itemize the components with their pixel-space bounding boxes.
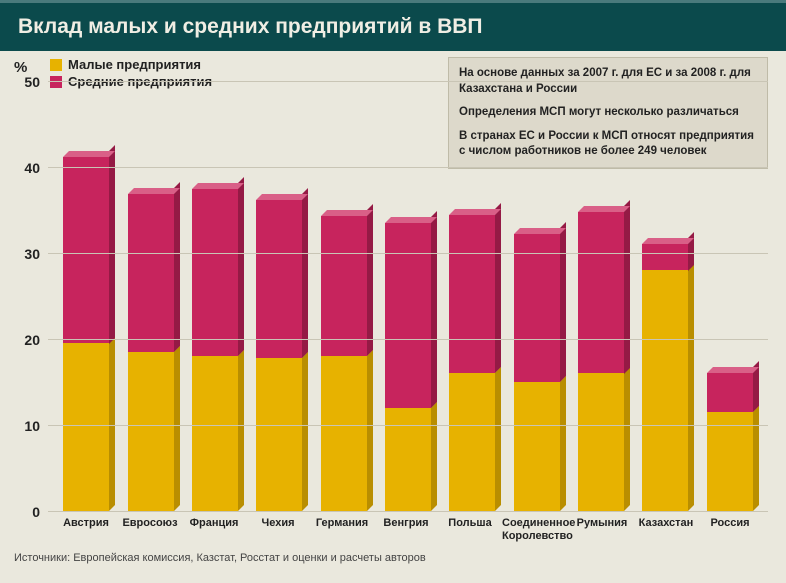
bar [385,223,431,511]
gridline: 40 [48,167,768,168]
gridline: 0 [48,511,768,512]
gridline: 30 [48,253,768,254]
bar [321,216,367,511]
bar [256,200,302,511]
x-label: Германия [310,517,374,542]
x-label: Чехия [246,517,310,542]
bar [63,157,109,511]
bar-segment-medium [128,194,174,352]
y-tick-label: 40 [18,160,48,176]
x-label: Россия [698,517,762,542]
y-tick-label: 30 [18,246,48,262]
bar-segment-medium [321,216,367,356]
y-tick-label: 0 [18,504,48,520]
gridline: 20 [48,339,768,340]
bar-segment-small [128,352,174,511]
bar-segment-small [321,356,367,511]
x-label: Соединенное Королевство [502,517,570,542]
bar-segment-medium [192,189,238,356]
plot-area: 0 10 20 30 40 50 [48,81,768,511]
bar-segment-small [707,412,753,511]
bars-container [48,81,768,511]
bar [642,244,688,511]
y-tick-label: 20 [18,332,48,348]
bar-segment-medium [578,212,624,374]
x-label: Польша [438,517,502,542]
bar-segment-medium [256,200,302,358]
legend-label-small: Малые предприятия [68,57,201,72]
bar-segment-small [514,382,560,511]
x-label: Казахстан [634,517,698,542]
bar [192,189,238,511]
bar-segment-small [63,343,109,511]
x-label: Франция [182,517,246,542]
x-label: Австрия [54,517,118,542]
bar-segment-small [385,408,431,511]
gridline: 50 [48,81,768,82]
bar-segment-medium [449,215,495,373]
gridline: 10 [48,425,768,426]
bar [514,234,560,511]
bar-segment-medium [707,373,753,412]
bar-segment-medium [514,234,560,382]
bar-segment-small [578,373,624,511]
bar-segment-small [449,373,495,511]
bar-segment-medium [63,157,109,344]
bar-segment-medium [642,244,688,271]
bar-segment-small [192,356,238,511]
bar [578,212,624,511]
bar-segment-small [256,358,302,511]
y-tick-label: 50 [18,74,48,90]
y-tick-label: 10 [18,418,48,434]
x-label: Евросоюз [118,517,182,542]
bar [449,215,495,511]
bar-segment-medium [385,223,431,408]
x-label: Румыния [570,517,634,542]
legend-item-small: Малые предприятия [50,57,212,72]
x-label: Венгрия [374,517,438,542]
chart-area: % Малые предприятия Средние предприятия … [0,51,786,542]
bar [707,373,753,511]
bar [128,194,174,511]
x-axis-labels: АвстрияЕвросоюзФранцияЧехияГерманияВенгр… [48,511,768,542]
swatch-small [50,59,62,71]
bar-segment-small [642,270,688,511]
source-note: Источники: Европейская комиссия, Казстат… [0,542,786,564]
chart-title: Вклад малых и средних предприятий в ВВП [0,0,786,51]
